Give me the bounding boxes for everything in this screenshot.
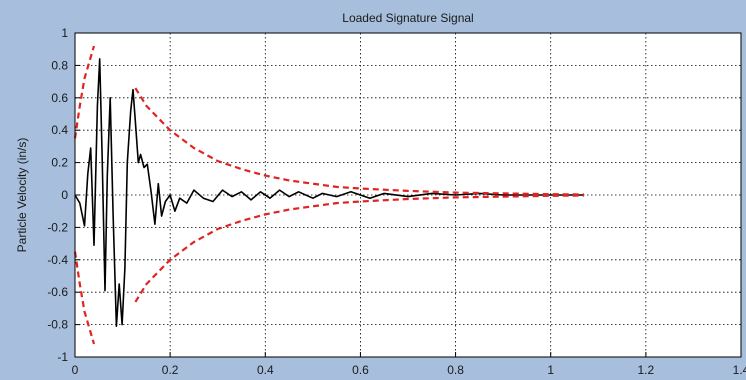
x-tick-label: 0.4 [257,363,274,377]
tick-group: 0 0.2 0.4 0.6 0.8 1 1.2 1.4 1 0.8 0.6 0.4 0.2 0 -0.2 -0… [47,26,746,377]
y-tick-label: 0.6 [51,91,68,105]
y-tick-label: 0 [61,188,68,202]
y-tick-label: -0.8 [47,318,68,332]
y-tick-label: -0.6 [47,285,68,299]
y-tick-label: 0.2 [51,156,68,170]
x-tick-label: 0 [72,363,79,377]
series-group [73,45,585,345]
y-tick-label: -0.2 [47,220,68,234]
x-tick-label: 1 [547,363,554,377]
y-axis-label: Particle Velocity (in/s) [15,138,29,253]
y-tick-label: -0.4 [47,253,68,267]
grid-lines [75,33,741,357]
y-tick-label: 0.4 [51,123,68,137]
signal-line [74,58,584,327]
chart-title: Loaded Signature Signal [342,11,473,25]
y-tick-label: -1 [57,350,68,364]
y-tick-label: 0.8 [51,58,68,72]
x-tick-label: 0.6 [352,363,369,377]
y-tick-label: 1 [61,26,68,40]
x-tick-label: 0.2 [162,363,179,377]
x-tick-label: 1.4 [733,363,746,377]
x-tick-label: 0.8 [447,363,464,377]
x-tick-label: 1.2 [638,363,655,377]
